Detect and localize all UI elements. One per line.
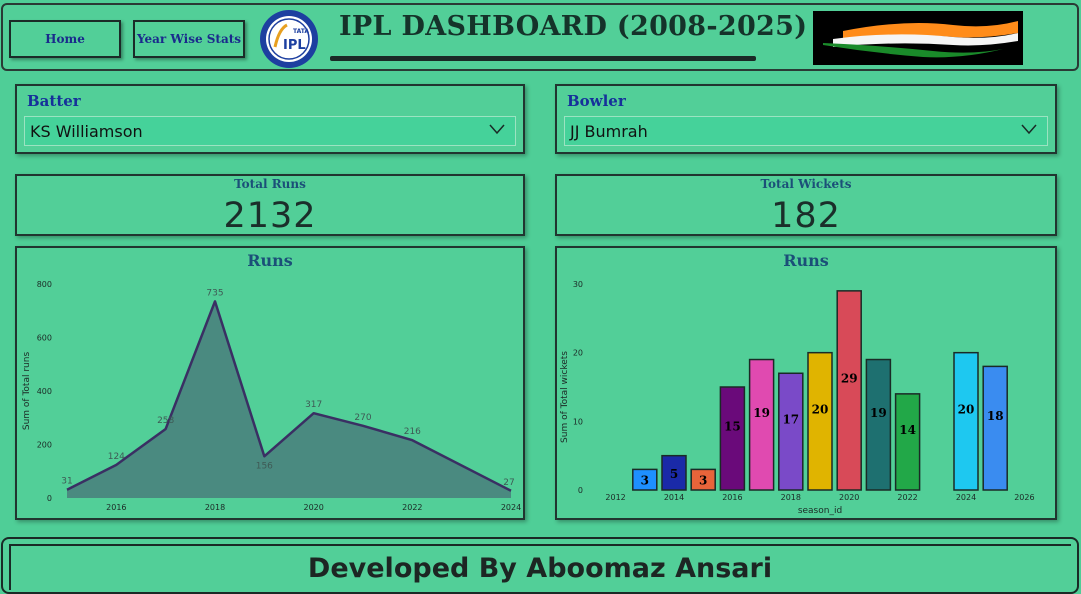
bar [865,358,892,491]
bar [953,351,979,491]
runs-area-svg: 0 200 400 600 800 2016 2018 2020 2022 2024 Sum of … [22,280,521,512]
y-tick-label: 30 [573,280,583,289]
bar-value-label: 18 [987,409,1004,423]
india-flag-banner [813,11,1023,65]
bar-value-label: 3 [641,474,649,488]
y-tick-label: 10 [573,417,583,426]
y-tick-label: 0 [47,494,52,503]
x-tick-label: 2024 [956,493,976,502]
bar [982,365,1008,491]
bar-value-label: 19 [870,406,887,420]
data-label: 735 [206,288,223,298]
y-tick-label: 0 [578,486,583,495]
y-tick-label: 400 [37,387,52,396]
wickets-chart-title: Runs [783,251,829,270]
bar [690,468,716,491]
x-tick-label: 2012 [605,493,625,502]
y-tick-label: 20 [573,349,583,358]
svg-text:IPL: IPL [283,38,306,53]
total-runs-card: Total Runs 2132 [15,174,525,236]
batter-label: Batter [27,92,81,110]
year-wise-stats-button[interactable]: Year Wise Stats [133,20,245,58]
bar-value-label: 20 [958,402,975,416]
bar [661,454,687,491]
x-tick-label: 2024 [501,503,521,512]
bar-value-label: 17 [782,413,799,427]
wickets-bar-chart: Runs 0 10 20 30 2012 2014 2016 2018 2020 2022 2024… [555,246,1057,520]
bar-value-label: 19 [753,406,770,420]
bar [807,351,833,491]
bar-value-label: 29 [841,371,858,385]
total-wickets-title: Total Wickets [760,177,852,191]
y-tick-label: 200 [37,441,52,450]
y-tick-label: 600 [37,334,52,343]
bar [778,372,804,491]
chevron-down-icon [1021,124,1037,135]
y-axis-title: Sum of Total runs [22,352,32,431]
x-tick-label: 2020 [839,493,859,502]
bar [632,468,658,491]
bar-value-label: 3 [699,474,707,488]
total-runs-value: 2132 [223,196,317,236]
x-axis-title: season_id [798,506,842,516]
x-tick-label: 2022 [897,493,917,502]
y-axis-title: Sum of Total wickets [560,351,570,443]
runs-area-chart: Runs 0 200 400 600 800 2016 2018 2020 2022 2024 Su… [15,246,525,520]
x-tick-label: 2016 [722,493,742,502]
data-label: 27 [503,478,514,488]
page-title: IPL DASHBOARD (2008-2025) [339,11,808,42]
total-wickets-card: Total Wickets 182 [555,174,1057,236]
header-bar: Home Year Wise Stats TATA IPL IPL DASHBO… [1,3,1079,71]
batter-dropdown[interactable]: KS Williamson [24,116,516,146]
data-label: 270 [354,413,371,423]
data-label: 124 [108,452,125,462]
runs-line [66,300,512,492]
bar [719,386,746,491]
x-tick-label: 2014 [664,493,684,502]
x-tick-label: 2026 [1014,493,1034,502]
bowler-slicer: Bowler JJ Bumrah [555,84,1057,154]
data-label: 216 [404,427,421,437]
bar-value-label: 20 [812,402,829,416]
data-label: 317 [305,400,322,410]
area-fill [67,301,511,498]
bowler-selected-value: JJ Bumrah [570,121,648,141]
ipl-logo: TATA IPL [260,10,318,68]
data-label: 258 [157,416,174,426]
bar [894,393,921,491]
x-tick-label: 2016 [106,503,126,512]
data-label: 31 [61,477,72,487]
chevron-down-icon [489,124,505,135]
bar [836,290,862,491]
home-button[interactable]: Home [9,20,121,58]
footer: Developed By Aboomaz Ansari [1,537,1079,594]
bar [748,358,775,491]
data-label: 156 [256,461,273,471]
bowler-label: Bowler [567,92,626,110]
bar-value-label: 5 [670,467,678,481]
svg-text:TATA: TATA [293,28,309,35]
developer-credit: Developed By Aboomaz Ansari [307,553,773,584]
x-tick-label: 2018 [205,503,225,512]
runs-chart-title: Runs [247,251,293,270]
bowler-dropdown[interactable]: JJ Bumrah [564,116,1048,146]
batter-selected-value: KS Williamson [30,121,143,141]
total-wickets-value: 182 [771,196,841,236]
x-tick-label: 2018 [781,493,801,502]
bar-value-label: 14 [899,423,916,437]
title-underline [330,56,756,61]
total-runs-title: Total Runs [234,177,306,191]
y-tick-label: 800 [37,280,52,289]
batter-slicer: Batter KS Williamson [15,84,525,154]
x-tick-label: 2020 [303,503,323,512]
x-tick-label: 2022 [402,503,422,512]
footer-frame [9,544,1071,590]
bar-value-label: 15 [724,420,741,434]
